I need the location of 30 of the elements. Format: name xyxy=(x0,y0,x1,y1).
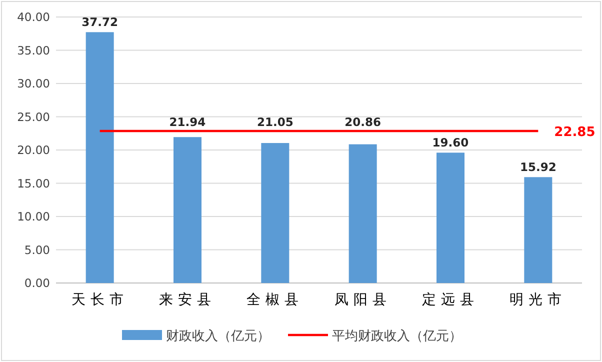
y-tick-label: 20.00 xyxy=(17,143,50,157)
data-label: 22.85 xyxy=(554,125,596,140)
bar xyxy=(174,137,202,283)
data-label: 21.05 xyxy=(256,115,294,130)
x-tick-label: 全椒县 xyxy=(246,292,304,308)
data-label: 20.86 xyxy=(344,115,382,130)
bar xyxy=(86,32,114,283)
y-tick-label: 10.00 xyxy=(17,210,50,224)
x-tick-label: 凤阳县 xyxy=(334,292,392,308)
y-tick-label: 0.00 xyxy=(24,276,50,290)
bar xyxy=(436,152,464,283)
legend-label: 财政收入（亿元） xyxy=(166,329,270,344)
bar xyxy=(524,177,552,283)
bar xyxy=(261,143,290,283)
y-tick-label: 25.00 xyxy=(17,110,50,124)
y-tick-label: 15.00 xyxy=(17,176,50,190)
data-label: 15.92 xyxy=(520,160,556,174)
x-tick-label: 来安县 xyxy=(159,292,216,308)
y-tick-label: 30.00 xyxy=(17,76,50,90)
y-tick-label: 35.00 xyxy=(17,43,50,58)
x-tick-label: 天长市 xyxy=(71,292,128,308)
x-tick-label: 定远县 xyxy=(422,292,479,308)
data-label: 37.72 xyxy=(82,15,118,30)
data-label: 21.94 xyxy=(169,115,206,130)
y-tick-label: 5.00 xyxy=(24,242,50,257)
y-tick-label: 40.00 xyxy=(17,10,50,24)
legend-label: 平均财政收入（亿元） xyxy=(332,329,462,344)
x-tick-label: 明光市 xyxy=(510,292,567,308)
data-label: 19.60 xyxy=(432,136,469,150)
bar xyxy=(348,144,377,283)
